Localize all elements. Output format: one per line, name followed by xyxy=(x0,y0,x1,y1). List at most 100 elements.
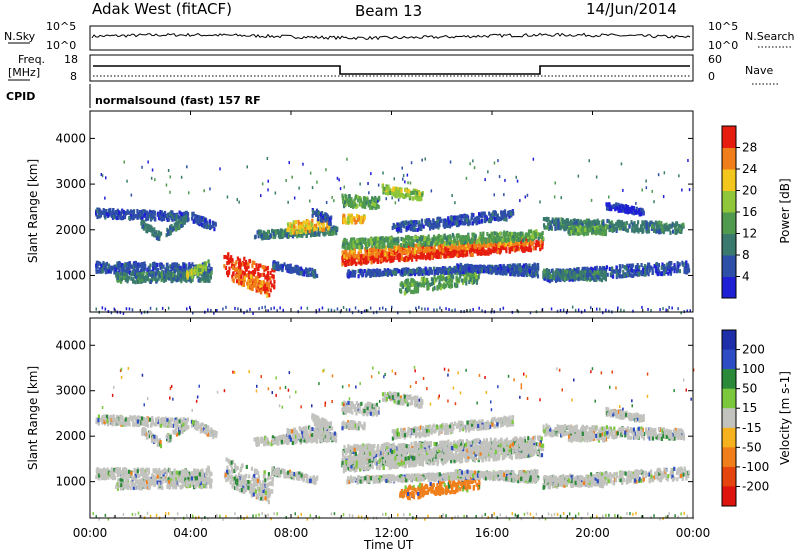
power-cell xyxy=(475,249,478,254)
power-cell xyxy=(466,243,470,248)
power-cell xyxy=(127,210,130,215)
power-cell xyxy=(470,216,473,221)
power-cell xyxy=(381,241,384,246)
power-cell xyxy=(469,277,472,282)
power-cell xyxy=(376,236,379,241)
power-cell xyxy=(424,307,426,311)
power-cell xyxy=(414,249,417,254)
beam-title: Beam 13 xyxy=(355,2,422,20)
power-cell xyxy=(115,272,118,277)
power-cell xyxy=(193,266,196,271)
power-cell xyxy=(265,232,268,237)
power-cell xyxy=(299,271,303,276)
power-cell xyxy=(397,227,400,232)
power-cell xyxy=(397,311,399,315)
power-cell xyxy=(184,275,187,280)
power-cell xyxy=(384,272,387,277)
power-cell xyxy=(429,221,432,226)
power-cell xyxy=(239,270,242,275)
power-cell xyxy=(405,188,408,193)
power-cell xyxy=(181,270,184,275)
power-cell xyxy=(430,253,433,258)
power-cell xyxy=(324,231,327,236)
power-cell xyxy=(677,307,679,311)
power-cell xyxy=(324,218,327,223)
power-cell xyxy=(501,214,505,219)
power-cell xyxy=(330,228,333,233)
power-cell xyxy=(350,242,353,247)
power-cell xyxy=(200,216,203,221)
power-cell xyxy=(262,230,265,235)
power-cell xyxy=(226,261,229,266)
power-cell xyxy=(226,270,229,275)
power-cell xyxy=(433,248,436,253)
nsky-tick-low: 10^0 xyxy=(46,39,76,52)
power-cell xyxy=(177,220,180,225)
power-cell xyxy=(147,266,150,271)
power-cell xyxy=(136,279,139,284)
power-cell xyxy=(344,261,347,266)
power-cell xyxy=(202,275,205,280)
power-cell xyxy=(182,211,186,216)
power-cell xyxy=(242,270,245,275)
power-cell xyxy=(208,263,211,268)
power-cell xyxy=(276,266,279,271)
power-cell xyxy=(538,232,541,237)
power-cell xyxy=(289,269,292,274)
power-cell xyxy=(257,278,260,283)
power-cell xyxy=(518,237,521,242)
power-cell xyxy=(104,307,107,311)
power-cell xyxy=(438,223,441,228)
power-cell xyxy=(119,279,123,284)
power-cell xyxy=(293,268,296,273)
power-cell xyxy=(373,241,376,246)
power-cell xyxy=(165,233,168,238)
power-cell xyxy=(383,186,386,191)
power-cell xyxy=(257,229,261,234)
power-cell xyxy=(175,216,178,221)
power-cell xyxy=(390,239,394,244)
power-cell xyxy=(191,262,194,267)
power-cell xyxy=(289,231,292,236)
power-cell xyxy=(269,276,272,281)
power-cell xyxy=(405,242,408,247)
power-cell xyxy=(127,277,130,282)
power-cell xyxy=(445,254,448,259)
power-cell xyxy=(421,282,424,287)
power-cell xyxy=(258,263,261,268)
power-cell xyxy=(154,277,158,282)
power-cell xyxy=(443,285,446,290)
power-cell xyxy=(131,308,134,312)
power-cell xyxy=(373,237,376,242)
power-cell xyxy=(491,232,494,237)
power-cell xyxy=(174,263,177,268)
power-cell xyxy=(459,253,462,258)
power-cell xyxy=(145,271,148,276)
power-cell xyxy=(175,214,178,219)
power-cell xyxy=(522,248,525,253)
power-cell xyxy=(367,242,371,247)
power-cell xyxy=(157,276,160,281)
power-cell xyxy=(416,238,419,243)
power-cell xyxy=(422,241,425,246)
power-cell xyxy=(179,221,182,226)
power-cell xyxy=(150,216,153,221)
power-cell xyxy=(138,264,141,269)
power-cell xyxy=(466,252,469,257)
power-cell xyxy=(333,309,336,313)
power-cell xyxy=(415,191,418,196)
power-cell xyxy=(118,213,121,218)
power-cell xyxy=(149,306,152,310)
power-cell xyxy=(154,217,157,222)
power-cell xyxy=(231,277,234,282)
power-cell xyxy=(253,268,256,273)
power-cell xyxy=(311,213,314,218)
power-cell xyxy=(318,308,321,312)
power-cell xyxy=(105,261,108,266)
power-cell xyxy=(144,264,147,269)
power-cell xyxy=(494,246,498,251)
power-cell xyxy=(489,213,492,218)
power-cell xyxy=(126,275,129,280)
power-cell xyxy=(357,256,360,261)
power-cell xyxy=(177,272,180,277)
